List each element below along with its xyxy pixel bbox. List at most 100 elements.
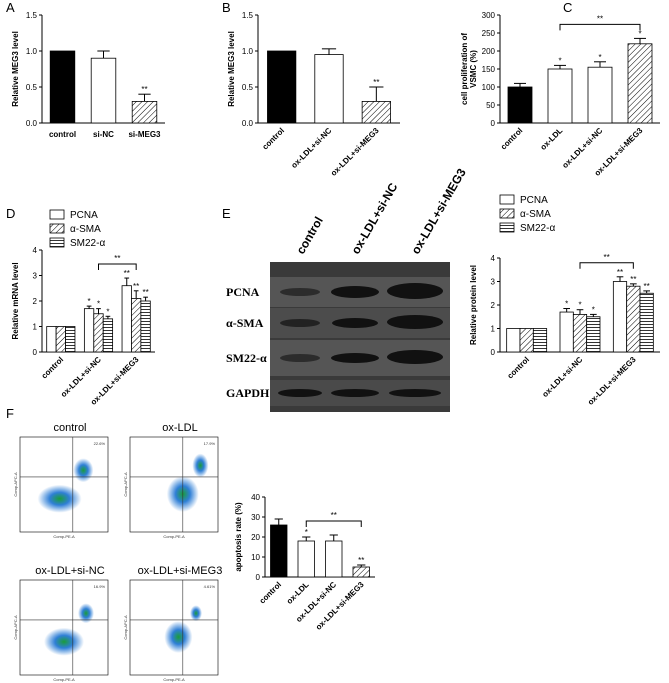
significance-label: ** xyxy=(141,85,147,94)
x-tick-label: control xyxy=(506,355,532,381)
y-tick-label: 50 xyxy=(486,101,495,110)
y-tick-label: 2 xyxy=(491,301,496,310)
bar xyxy=(46,326,57,353)
legend-label: α-SMA xyxy=(520,209,551,220)
y-tick-label: 200 xyxy=(482,47,496,56)
y-tick-label: 2 xyxy=(33,297,38,306)
quadrant-label: 22.6% xyxy=(94,441,106,446)
legend-label: SM22-α xyxy=(70,238,105,249)
quadrant-label: 16.9% xyxy=(94,584,106,589)
bar xyxy=(532,328,548,353)
bar xyxy=(49,50,76,124)
significance-label: ** xyxy=(630,275,636,284)
x-tick-label: ox-LDL+si-NC xyxy=(560,126,604,170)
y-tick-label: 0 xyxy=(491,119,496,128)
cell-cloud xyxy=(44,627,84,656)
significance-label: ** xyxy=(617,268,623,277)
y-axis-title: Relative protein level xyxy=(469,265,478,345)
quadrant-label: 17.9% xyxy=(204,441,216,446)
x-tick-label: ox-LDL xyxy=(539,126,565,152)
bar xyxy=(314,54,344,124)
bar xyxy=(507,86,533,124)
y-tick-label: 4 xyxy=(491,254,496,263)
flow-x-label: Comp-PE-A xyxy=(163,534,185,539)
y-axis-title: Relative MEG3 level xyxy=(11,31,20,107)
significance-label: ** xyxy=(124,269,130,278)
y-tick-label: 40 xyxy=(251,493,260,502)
bar xyxy=(90,57,117,124)
bracket xyxy=(579,262,634,269)
flow-plot: ox-LDL 17.9% Comp-PE-A Comp-APC-A xyxy=(123,422,219,539)
bar xyxy=(519,328,534,353)
y-tick-label: 0.0 xyxy=(26,119,38,128)
flow-plot: control 22.6% Comp-PE-A Comp-APC-A xyxy=(13,422,109,539)
y-tick-label: 4 xyxy=(33,246,38,255)
bar xyxy=(626,285,641,353)
lane-label: control xyxy=(293,214,325,256)
bar xyxy=(65,326,76,353)
bracket xyxy=(559,23,641,31)
flow-y-label: Comp-APC-A xyxy=(13,472,18,497)
bar xyxy=(267,50,297,124)
bracket xyxy=(305,520,362,527)
bar xyxy=(270,524,288,578)
y-tick-label: 1.5 xyxy=(26,11,38,20)
bar xyxy=(325,540,343,578)
bar xyxy=(352,566,370,578)
x-tick-label: si-NC xyxy=(93,130,114,139)
quadrant-label: 4.61% xyxy=(204,584,216,589)
flow-title: ox-LDL+si-MEG3 xyxy=(138,565,223,577)
panel-label: C xyxy=(563,0,572,15)
y-tick-label: 10 xyxy=(251,553,260,562)
y-axis-title: apoptosis rate (%) xyxy=(234,502,243,572)
flow-x-label: Comp-PE-A xyxy=(53,534,75,539)
bar xyxy=(297,540,315,578)
cell-cloud xyxy=(37,484,82,513)
y-axis-title: Relative mRNA level xyxy=(11,262,20,339)
flow-y-label: Comp-APC-A xyxy=(123,615,128,640)
cell-cloud xyxy=(73,458,94,483)
chart: A 0.0 0.5 1.0 1.5 Relative MEG3 level control s… xyxy=(6,0,165,139)
x-tick-label: control xyxy=(49,130,76,139)
x-tick-label: ox-LDL+si-MEG3 xyxy=(329,126,381,178)
bar xyxy=(102,318,114,353)
panel-label: E xyxy=(222,206,231,221)
y-axis-title: Relative MEG3 level xyxy=(227,31,236,107)
x-tick-label: control xyxy=(40,355,66,381)
x-tick-label: control xyxy=(261,126,287,152)
bar xyxy=(572,313,588,353)
bar xyxy=(131,298,142,353)
cell-cloud xyxy=(190,605,202,622)
x-tick-label: control xyxy=(499,126,525,152)
row-label: GAPDH xyxy=(226,386,270,400)
western-blot: control ox-LDL+si-NC ox-LDL+si-MEG3 PCNA… xyxy=(226,166,469,412)
y-tick-label: 300 xyxy=(482,11,496,20)
legend-label: α-SMA xyxy=(70,224,101,235)
bar xyxy=(547,68,573,124)
flow-y-label: Comp-APC-A xyxy=(13,615,18,640)
panel-label: B xyxy=(222,0,231,15)
bar xyxy=(131,101,158,124)
flow-title: ox-LDL+si-NC xyxy=(35,565,104,577)
flow-title: ox-LDL xyxy=(162,422,197,434)
flow-title: control xyxy=(53,422,86,434)
y-tick-label: 0.5 xyxy=(242,83,254,92)
significance-label: * xyxy=(558,56,561,65)
legend-swatch xyxy=(49,223,65,234)
significance-label: ** xyxy=(644,282,650,291)
y-tick-label: 1 xyxy=(491,325,496,334)
significance-label: ** xyxy=(133,282,139,291)
x-tick-label: control xyxy=(258,580,284,606)
bar xyxy=(612,281,628,353)
flow-plot: ox-LDL+si-MEG3 4.61% Comp-PE-A Comp-APC-A xyxy=(123,565,222,682)
significance-label: * xyxy=(305,528,308,537)
cell-cloud xyxy=(164,621,193,653)
legend-label: PCNA xyxy=(70,210,98,221)
legend-label: PCNA xyxy=(520,195,548,206)
x-tick-label: ox-LDL+si-MEG3 xyxy=(314,580,366,632)
lane-label: ox-LDL+si-NC xyxy=(348,180,400,256)
significance-label: ** xyxy=(142,288,148,297)
